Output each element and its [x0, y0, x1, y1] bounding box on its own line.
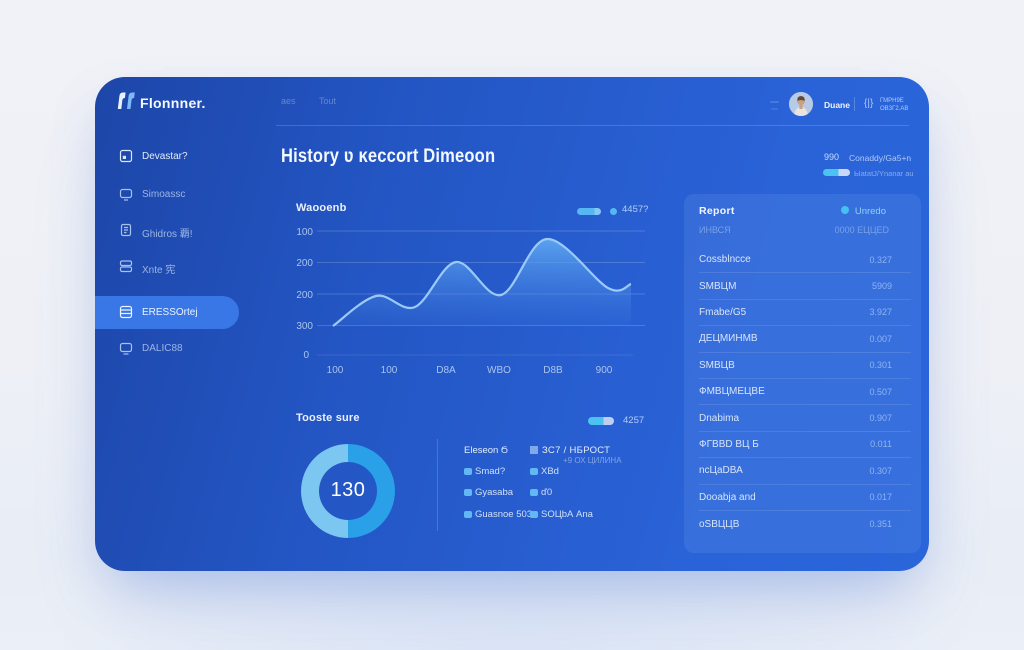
- svg-text:100: 100: [381, 365, 398, 376]
- svg-text:200: 200: [296, 290, 313, 301]
- svg-text:0: 0: [303, 350, 309, 361]
- svg-text:200: 200: [296, 258, 313, 269]
- svg-text:100: 100: [327, 365, 344, 376]
- svg-text:D8B: D8B: [543, 365, 563, 376]
- svg-text:WBO: WBO: [487, 365, 511, 376]
- svg-text:100: 100: [296, 227, 313, 238]
- svg-text:300: 300: [296, 321, 313, 332]
- svg-text:D8A: D8A: [436, 365, 456, 376]
- svg-text:900: 900: [596, 365, 613, 376]
